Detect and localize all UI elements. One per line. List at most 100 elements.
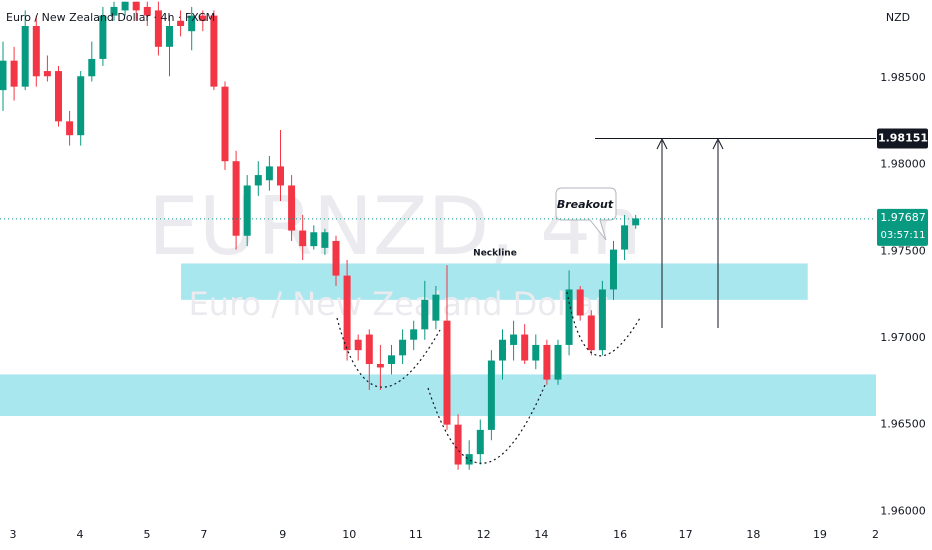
candle-body [254,175,262,186]
candle-body [188,15,196,32]
x-tick-label: 10 [342,528,356,541]
callout-box [555,187,617,241]
candle-body [199,15,207,21]
candle-body [332,240,340,276]
candle-body [110,6,118,16]
curve [336,317,441,388]
x-tick-label: 12 [477,528,491,541]
candle-body [210,15,218,87]
axes: 1.98500 1.98000 1.97500 1.97000 1.96500 1.960… [0,71,928,541]
zone [181,263,808,300]
candle-body [465,454,473,465]
pattern-curves [336,291,641,464]
candle-body [609,249,617,290]
candle-body [621,225,629,250]
candle-body [576,289,584,316]
zones [0,263,876,416]
candle-body [376,364,384,368]
y-tick-label: 1.98500 [880,71,926,84]
candle-body [177,20,185,26]
x-tick-label: 4 [77,528,84,541]
candle-body [265,166,273,181]
target-price-box [877,128,928,149]
x-tick-label: 14 [534,528,548,541]
x-tick-label: 17 [679,528,693,541]
candle-body [0,60,7,91]
watermark: EURNZD, 4h Euro / New Zealand Dollar [148,180,641,323]
y-tick-label: 1.96000 [880,504,926,517]
currency-label: NZD [886,11,910,24]
target-price-label: 1.98151 [878,131,928,144]
x-tick-label: 9 [279,528,286,541]
last-price-label: 1.97687 [880,211,926,224]
candle-body [21,26,29,87]
neckline-label: Neckline [473,249,517,259]
candle-body [66,121,74,136]
candle-body [598,289,606,351]
candle-body [221,86,229,162]
candle-body [43,71,51,77]
curve [427,384,546,464]
x-tick-label: 16 [613,528,627,541]
candle-body [365,334,373,364]
candle-body [532,344,540,361]
x-tick-label: 7 [200,528,207,541]
callout-text: Breakout [557,198,614,211]
breakout-callout: Breakout [555,187,617,241]
candle-body [77,76,85,136]
candle-body [10,60,18,87]
countdown-label: 03:57:11 [881,230,926,241]
arrows [656,137,724,328]
curve [566,291,641,357]
candle-body [32,26,40,77]
candle-body [343,275,351,351]
candle-body [565,289,573,345]
arrow-head [656,137,668,150]
candle-body [510,334,518,345]
candle-body [443,320,451,425]
candle-body [232,161,240,236]
candle-body [99,15,107,59]
candle-body [321,232,329,248]
candle-body [632,218,640,226]
candle-body [243,185,251,236]
y-tick-label: 1.97500 [880,244,926,257]
candle-body [143,6,151,16]
y-tick-label: 1.98000 [880,158,926,171]
candle-body [543,344,551,380]
candle-body [88,58,96,77]
arrow-head [712,137,724,150]
candle-body [421,299,429,330]
zone [0,374,876,416]
candle-body [288,185,296,231]
candle-body [165,26,173,47]
candles [0,1,640,470]
watermark-name: Euro / New Zealand Dollar [189,285,609,323]
candle-body [476,429,484,455]
x-tick-label: 11 [409,528,423,541]
x-tick-label: 5 [143,528,150,541]
candle-body [299,230,307,247]
chart-title: Euro / New Zealand Dollar · 4h · FXCM [6,11,215,24]
y-tick-label: 1.96500 [880,418,926,431]
candle-body [399,339,407,356]
candle-body [587,315,595,351]
candle-body [276,166,284,186]
candle-body [154,10,162,47]
candle-body [54,71,62,122]
x-tick-label: 3 [9,528,16,541]
x-tick-label: 18 [746,528,760,541]
candle-body [354,339,362,351]
last-price-box [877,208,928,246]
x-tick-label: 19 [813,528,827,541]
candle-body [432,294,440,321]
candle-body [121,1,129,11]
candle-body [132,1,140,11]
candle-body [454,424,462,465]
candle-body [487,360,495,430]
candle-body [310,232,318,247]
y-tick-label: 1.97000 [880,331,926,344]
candle-body [521,334,529,361]
candle-body [387,355,395,364]
